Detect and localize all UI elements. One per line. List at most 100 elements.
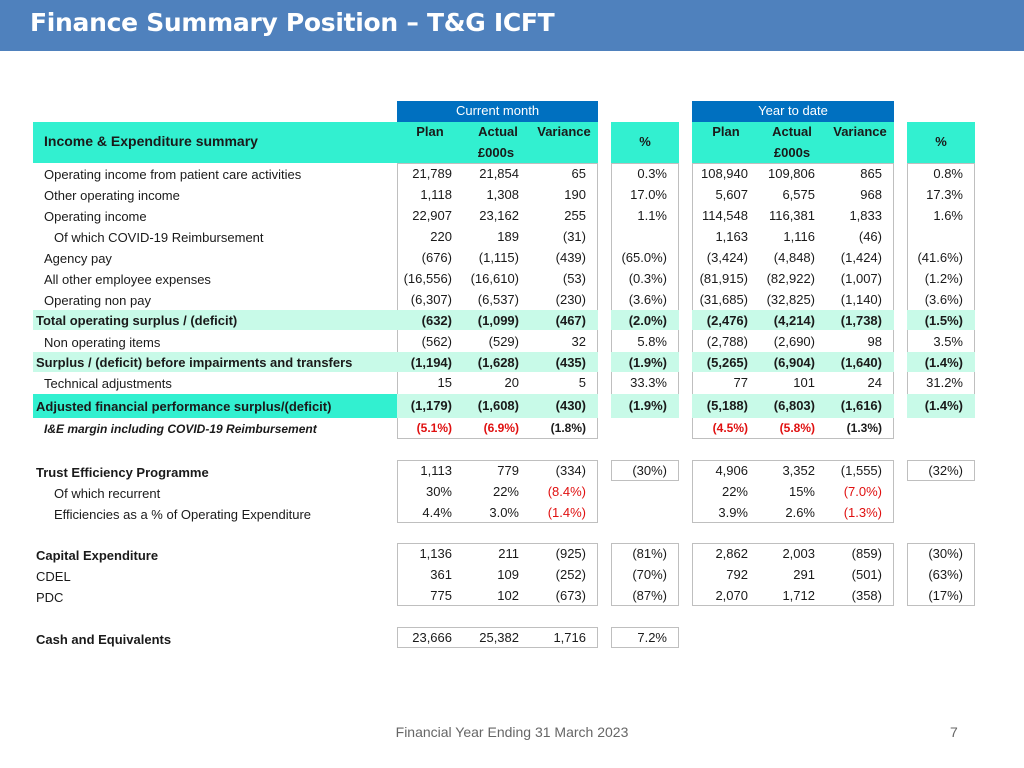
eff-cell: 779 (497, 463, 519, 478)
cap-cell: 1,712 (782, 588, 815, 603)
eff-cell: 2.6% (785, 505, 815, 520)
cash-cm-pct-box (611, 627, 679, 648)
ie-cell: 23,162 (479, 208, 519, 223)
ie-cell: 22,907 (412, 208, 452, 223)
ie-summary-title: Income & Expenditure summary (44, 133, 258, 149)
ie-cell: 21,789 (412, 166, 452, 181)
ie-cell: 1.1% (637, 208, 667, 223)
total-operating-row-bg (33, 310, 975, 330)
cap-cell: (70%) (632, 567, 667, 582)
cm-units-header: £000s (477, 145, 515, 160)
ie-cell: (1.4%) (924, 355, 963, 370)
current-month-header: Current month (397, 101, 598, 122)
ie-cell: (562) (421, 334, 452, 349)
cm-header-bg (397, 122, 598, 163)
ytd-plan-header: Plan (712, 124, 740, 139)
ie-cell: (439) (555, 250, 586, 265)
ie-cell: 33.3% (630, 375, 667, 390)
ytd-actual-header: Actual (772, 124, 812, 139)
ie-cell: 865 (860, 166, 882, 181)
ie-cell: (6.9%) (483, 421, 519, 435)
ie-cell: (435) (555, 355, 586, 370)
cap-cell: 109 (497, 567, 519, 582)
ie-cell: (5,188) (706, 398, 748, 413)
adjusted-performance-label-bg (33, 394, 397, 418)
ie-cell: (1,616) (840, 398, 882, 413)
ie-cell: (3.6%) (924, 292, 963, 307)
ie-row-label: Total operating surplus / (deficit) (36, 313, 238, 328)
ie-cell: (5.1%) (416, 421, 452, 435)
eff-cell: (334) (555, 463, 586, 478)
eff-cell: 4.4% (422, 505, 452, 520)
ie-row-label: Adjusted financial performance surplus/(… (36, 399, 332, 414)
ie-ytd-box (692, 163, 894, 439)
ie-cell: (31,685) (699, 292, 748, 307)
ie-cell: (529) (488, 334, 519, 349)
eff-cell: (1,555) (840, 463, 882, 478)
ie-cell: (1,179) (410, 398, 452, 413)
cap-cell: 211 (498, 546, 519, 561)
ie-row-label: Of which COVID-19 Reimbursement (54, 230, 264, 245)
ie-cell: 189 (497, 229, 519, 244)
cm-actual-header: Actual (478, 124, 518, 139)
ie-cell: (81,915) (699, 271, 748, 286)
ytd-pct-header-bg (907, 122, 975, 163)
ie-cell: (1,194) (410, 355, 452, 370)
eff-ytd-box (692, 460, 894, 523)
ie-cell: (1,608) (477, 398, 519, 413)
ie-row-label: Other operating income (44, 188, 180, 203)
ie-cell: (430) (555, 398, 586, 413)
ie-cell: 77 (733, 375, 748, 390)
ie-cell: 116,381 (768, 208, 815, 223)
cap-row-label: Capital Expenditure (36, 548, 159, 563)
ie-cell: (1.2%) (924, 271, 963, 286)
ie-cell: 190 (564, 187, 586, 202)
ie-cell: (230) (555, 292, 586, 307)
ie-cell: 20 (504, 375, 519, 390)
eff-cell: (32%) (928, 463, 963, 478)
cm-pct-header: % (639, 134, 651, 149)
ie-cell: (1,115) (478, 250, 519, 265)
ie-cell: (82,922) (766, 271, 815, 286)
ie-cell: 0.8% (933, 166, 963, 181)
eff-cell: (8.4%) (547, 484, 586, 499)
ie-cell: (53) (562, 271, 586, 286)
ie-cell: (5.8%) (779, 421, 815, 435)
ie-header-label-bg (33, 122, 397, 163)
cm-plan-header: Plan (416, 124, 444, 139)
ie-cell: 15 (437, 375, 452, 390)
eff-cell: 3.0% (489, 505, 519, 520)
ie-cell: 1.6% (933, 208, 963, 223)
ie-cell: (1,424) (840, 250, 882, 265)
ie-cell: (1,140) (840, 292, 882, 307)
eff-cm-pct-box (611, 460, 679, 481)
ie-cell: 17.0% (630, 187, 667, 202)
cap-ytd-box (692, 543, 894, 606)
eff-cm-box (397, 460, 598, 523)
ie-row-label: I&E margin including COVID-19 Reimbursem… (44, 422, 317, 436)
ytd-header-bg (692, 122, 894, 163)
ie-row-label: Operating income (44, 209, 147, 224)
ie-row-label: Operating income from patient care activ… (44, 167, 302, 182)
ie-cell: (6,307) (410, 292, 452, 307)
eff-row-label: Trust Efficiency Programme (36, 465, 209, 480)
cap-cell: 2,003 (782, 546, 815, 561)
ie-cell: (0.3%) (628, 271, 667, 286)
gap (679, 352, 692, 372)
ie-cell: 114,548 (701, 208, 748, 223)
ie-cell: 5,607 (715, 187, 748, 202)
ie-cell: 6,575 (782, 187, 815, 202)
ie-cell: 108,940 (701, 166, 748, 181)
ie-cell: 255 (564, 208, 586, 223)
eff-row-label: Of which recurrent (54, 486, 161, 501)
ie-cell: (32,825) (766, 292, 815, 307)
ie-row-label: Operating non pay (44, 293, 151, 308)
eff-row-label: Efficiencies as a % of Operating Expendi… (54, 507, 312, 522)
gap (894, 394, 907, 418)
ie-cell: 0.3% (637, 166, 667, 181)
eff-cell: (1.3%) (843, 505, 882, 520)
cap-cell: 102 (497, 588, 519, 603)
eff-cell: 22% (721, 484, 748, 499)
ie-cell: (3.6%) (628, 292, 667, 307)
ie-cell: (1,628) (477, 355, 519, 370)
